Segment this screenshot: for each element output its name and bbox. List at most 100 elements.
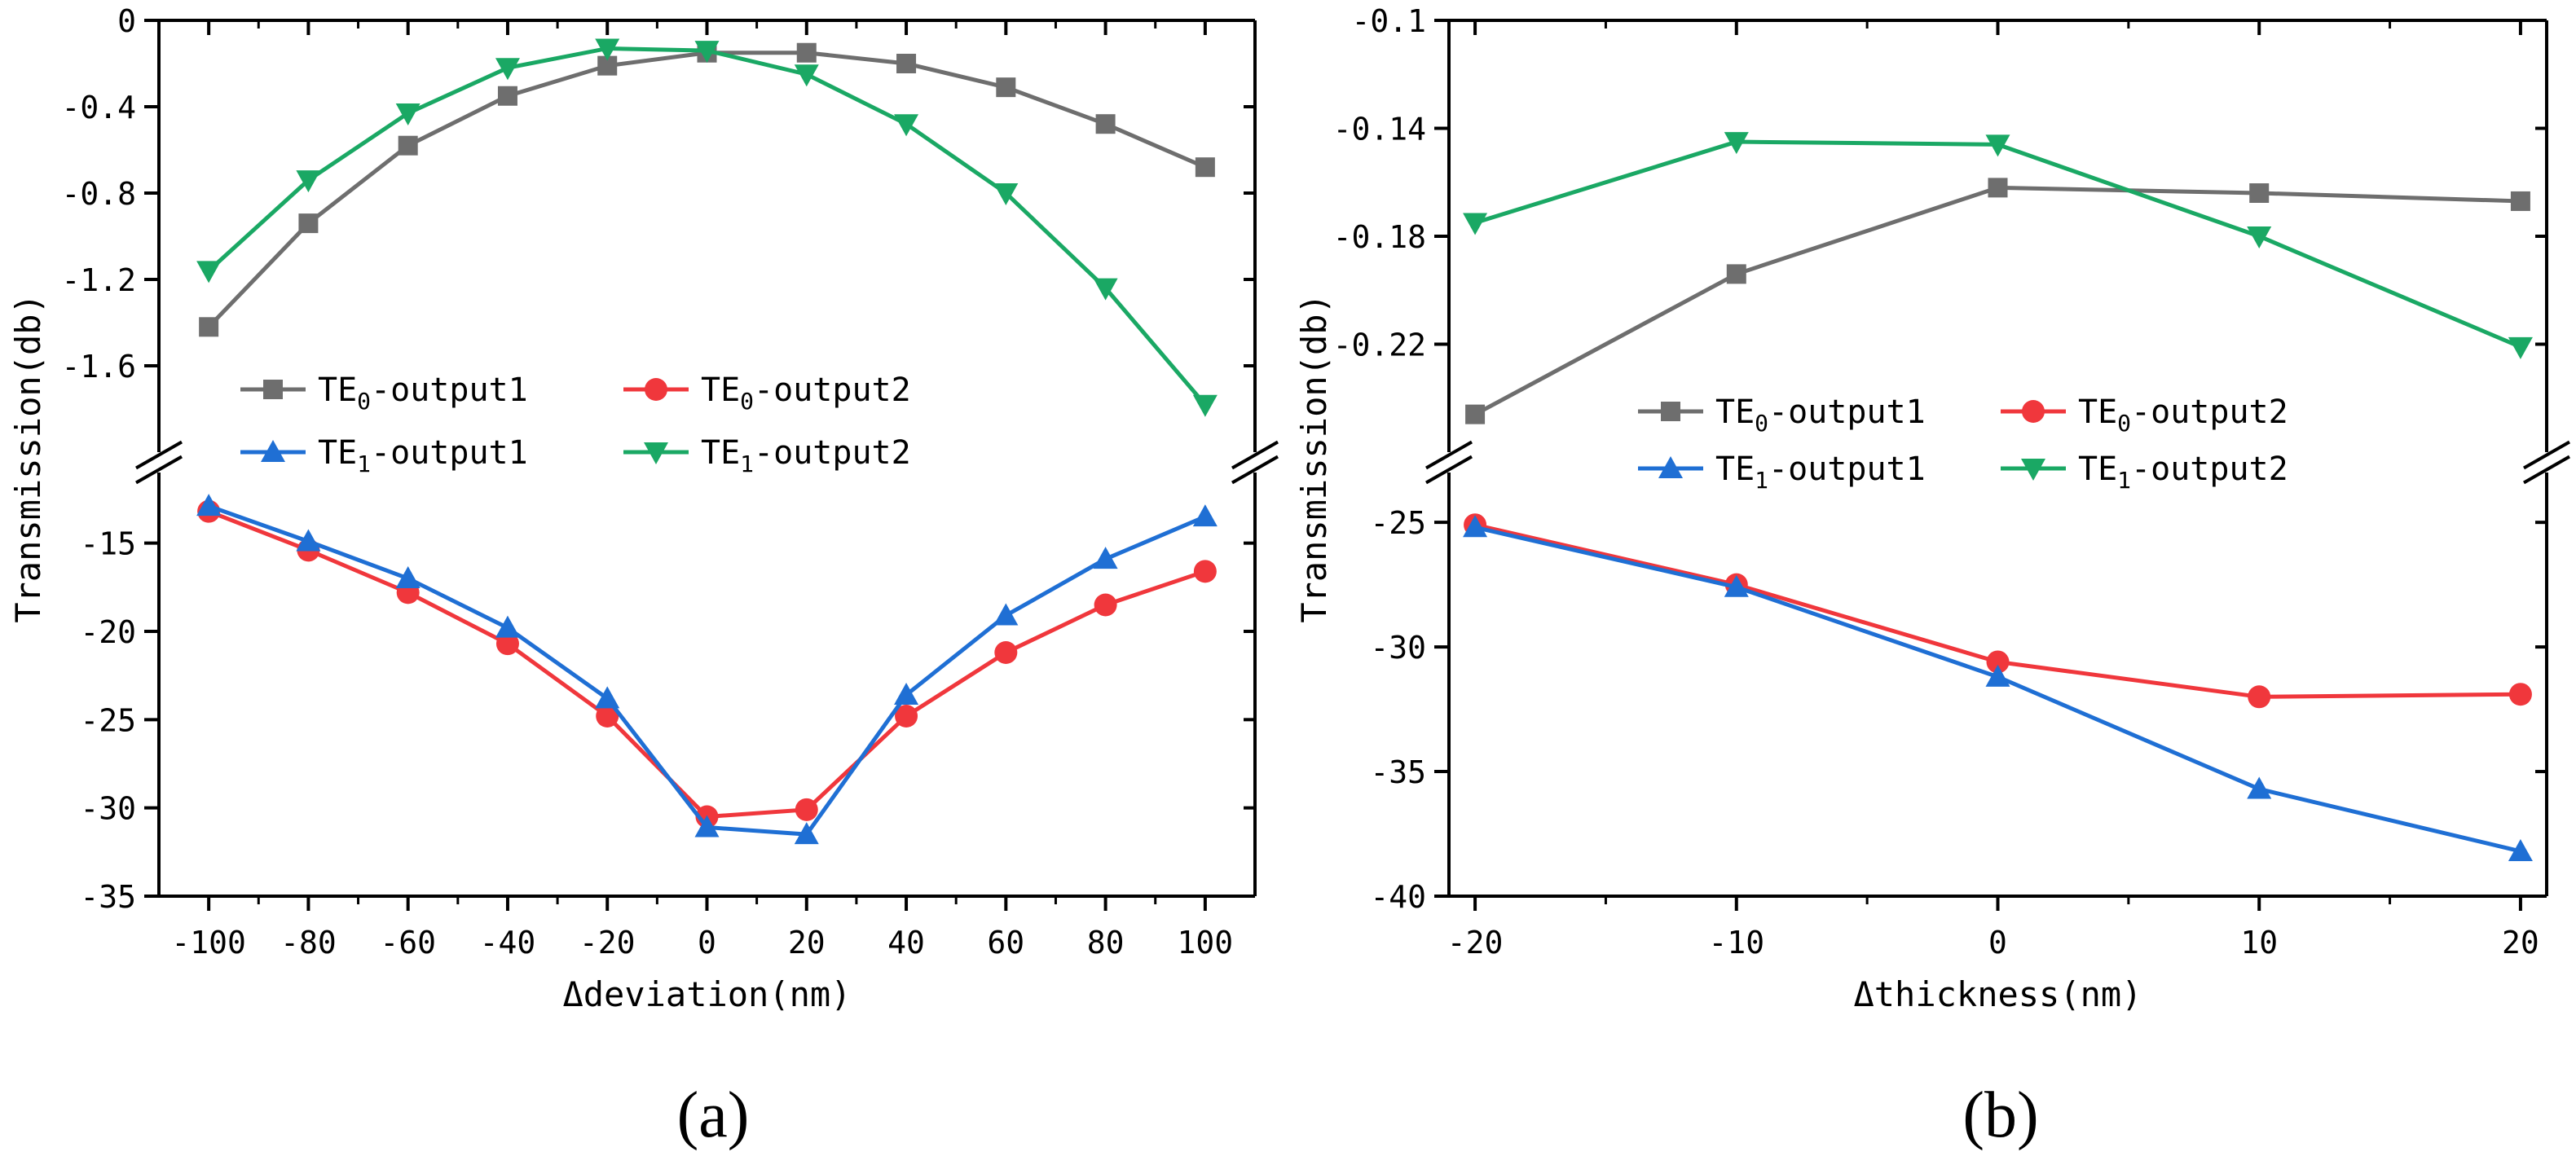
legend-label-suffix: -output2: [2131, 451, 2288, 488]
y-axis-label: Transmission(db): [1294, 293, 1334, 623]
square-marker: [1726, 264, 1746, 284]
triangle-up-marker: [595, 686, 620, 709]
legend-label-subscript: 1: [740, 451, 754, 477]
square-marker: [996, 77, 1016, 98]
y-tick-label: 0: [117, 3, 136, 39]
circle-marker: [2508, 683, 2532, 706]
triangle-up-marker: [1724, 574, 1749, 597]
square-marker: [199, 317, 219, 337]
square-marker: [796, 42, 817, 63]
triangle-up-marker: [296, 529, 321, 552]
y-tick-label: -40: [1370, 879, 1426, 915]
legend-marker: [2021, 459, 2045, 481]
y-axis-label: Transmission(db): [8, 293, 48, 623]
legend-marker: [645, 378, 667, 401]
square-marker: [1095, 114, 1116, 134]
circle-marker: [895, 705, 918, 728]
circle-marker: [596, 705, 619, 728]
legend-label-suffix: -output1: [1768, 451, 1926, 488]
axis-break-mark: [135, 455, 183, 485]
series-te1_out1: [1463, 515, 2533, 861]
legend-label-prefix: TE: [318, 434, 357, 472]
y-tick-label: -0.8: [61, 176, 136, 212]
x-tick-label: 10: [2240, 925, 2278, 961]
y-tick-label: -25: [1370, 505, 1426, 541]
y-tick-label: -20: [80, 614, 136, 650]
legend-marker: [644, 442, 668, 464]
triangle-down-marker: [296, 170, 321, 193]
legend-label-subscript: 0: [740, 388, 754, 415]
x-tick-label: 60: [987, 925, 1024, 961]
square-marker: [497, 86, 517, 106]
triangle-down-marker: [495, 58, 520, 81]
y-tick-label: -0.4: [61, 90, 136, 125]
legend-label: TE0-output1: [1715, 393, 1926, 437]
y-tick-label: -35: [80, 879, 136, 915]
triangle-down-marker: [595, 38, 620, 61]
series-line-te0_out1: [1473, 185, 2521, 416]
triangle-up-marker: [1093, 547, 1118, 569]
axis-break-mark: [1231, 455, 1279, 485]
triangle-down-marker: [1985, 134, 2010, 157]
x-axis-label: Δthickness(nm): [1853, 974, 2142, 1014]
triangle-up-marker: [1192, 504, 1218, 527]
legend-marker: [1661, 402, 1680, 421]
triangle-up-marker: [1985, 664, 2010, 687]
series-te0_out1: [1465, 178, 2530, 424]
legend-label: TE0-output1: [318, 371, 528, 415]
panel-label: (a): [677, 1079, 750, 1151]
triangle-down-marker: [2247, 226, 2272, 248]
legend-label-suffix: -output2: [754, 434, 911, 472]
legend-item-te1_out1: TE1-output1: [1638, 451, 1926, 494]
y-tick-label: -35: [1370, 754, 1426, 790]
legend-label-suffix: -output1: [371, 371, 528, 409]
legend-label-subscript: 1: [2117, 467, 2131, 494]
legend-label-subscript: 1: [357, 451, 371, 477]
x-tick-label: 100: [1178, 925, 1234, 961]
x-tick-label: -80: [280, 925, 337, 961]
legend-label-subscript: 0: [357, 388, 371, 415]
axis-break-mark: [1425, 440, 1473, 470]
chart-panel-b: -20 -10 0 10 20-0.1-0.14-0.18-0.22-25-30-35-…: [1294, 3, 2571, 1151]
square-marker: [1195, 157, 1215, 178]
triangle-up-marker: [395, 566, 421, 588]
legend-label-prefix: TE: [2078, 451, 2117, 488]
circle-marker: [1193, 560, 1217, 583]
triangle-up-marker: [1463, 515, 1488, 538]
x-tick-label: 0: [1988, 925, 2007, 961]
x-axis-label: Δdeviation(nm): [562, 974, 851, 1014]
chart-panel-a: -100 -80 -60 -40 -20 0 20 40 60 80 1000-0.4-0.8-1.…: [8, 3, 1279, 1151]
series-te1_out2: [1463, 132, 2533, 359]
y-tick-label: -1.6: [61, 349, 136, 385]
triangle-up-marker: [196, 494, 222, 517]
triangle-down-marker: [1724, 132, 1749, 155]
axis-break-mark: [2523, 455, 2570, 485]
panel-label: (b): [1962, 1079, 2038, 1151]
legend-label-prefix: TE: [318, 371, 357, 409]
x-tick-label: -60: [380, 925, 436, 961]
legend-label-subscript: 0: [2117, 410, 2131, 437]
legend-item-te1_out2: TE1-output2: [623, 434, 911, 477]
legend-marker: [2022, 400, 2045, 423]
axis-break-mark: [2523, 440, 2570, 470]
triangle-down-marker: [1093, 278, 1118, 301]
triangle-down-marker: [993, 183, 1019, 205]
legend-label-suffix: -output1: [371, 434, 528, 472]
legend-label-suffix: -output2: [754, 371, 911, 409]
triangle-down-marker: [395, 103, 421, 125]
y-tick-label: -25: [80, 702, 136, 738]
legend-label-prefix: TE: [701, 371, 740, 409]
x-tick-label: 40: [887, 925, 925, 961]
legend-item-te1_out2: TE1-output2: [2001, 451, 2288, 494]
series-line-te1_out1: [208, 503, 1206, 837]
triangle-up-marker: [2247, 776, 2272, 799]
square-marker: [1465, 404, 1486, 424]
y-tick-label: -30: [1370, 630, 1426, 666]
circle-marker: [2248, 685, 2271, 709]
circle-marker: [795, 798, 818, 821]
legend-label-prefix: TE: [1715, 393, 1755, 431]
x-tick-label: -100: [171, 925, 246, 961]
x-tick-label: 0: [698, 925, 716, 961]
